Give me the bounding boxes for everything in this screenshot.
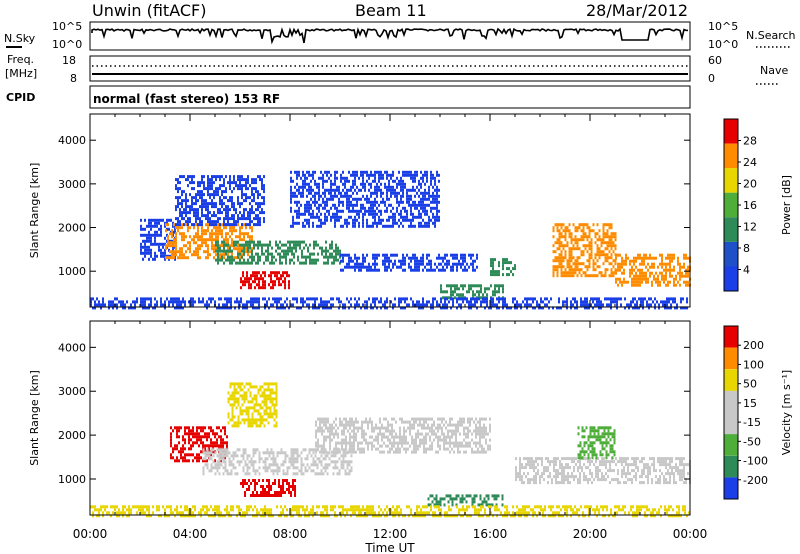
power-echo-region-6 [340,253,478,272]
power-echo-region-4 [240,271,290,290]
power-colorbar-segment-2 [724,168,738,193]
velocity-colorbar-segment-5 [724,434,738,456]
power-ytick-label-2: 3000 [58,178,86,191]
velocity-frame [89,320,691,516]
power-colorbar-label-2: 20 [743,178,757,191]
power-colorbar-label-6: 4 [743,264,750,277]
nsky-trace [91,27,689,45]
velocity-echo-region-8 [90,505,690,518]
power-colorbar-segment-4 [724,217,738,242]
nsearch-tick-bottom: 10^0 [708,38,738,51]
x-tick-label-4: 16:00 [473,527,508,541]
velocity-panel: 1000 2000 3000 4000 Slant Range [km] 200 100 50… [28,320,793,518]
x-tick-label-3: 12:00 [373,527,408,541]
velocity-colorbar-label-4: -15 [743,416,761,429]
power-echo-region-2 [175,175,265,227]
freq-tick-top: 18 [62,54,76,67]
velocity-colorbar-label-5: -50 [743,435,761,448]
nsky-panel [89,21,691,51]
power-ytick-label-1: 2000 [58,222,86,235]
power-echo-region-11 [90,297,688,310]
velocity-colorbar-segment-7 [724,477,738,499]
x-tick-label-6: 00:00 [673,527,708,541]
velocity-colorbar-frame [723,325,739,500]
velocity-colorbar-label-6: -100 [743,455,768,468]
power-colorbar-segment-6 [724,266,738,291]
velocity-echo-region-3 [227,382,278,428]
velocity-colorbar-segment-0 [724,326,738,348]
nsky-tick-bottom: 10^0 [52,38,82,51]
power-colorbar-segment-3 [724,192,738,218]
power-echo-region-0 [140,218,176,261]
nsky-label: N.Sky [4,32,36,45]
velocity-ytick-label-3: 4000 [58,341,86,354]
velocity-colorbar-segment-2 [724,369,738,391]
power-echo-region-5 [290,170,440,228]
velocity-colorbar-segment-4 [724,412,738,435]
velocity-colorbar-segment-1 [724,347,738,370]
freq-panel [89,55,691,82]
velocity-echo-region-6 [515,457,691,485]
power-ylabel: Slant Range [km] [28,163,41,259]
power-echo-region-1 [165,223,253,260]
velocity-colorbar-label-0: 200 [743,339,764,352]
cpid-panel [89,85,691,109]
x-tick-label-1: 04:00 [173,527,208,541]
freq-unit: [MHz] [5,67,37,80]
power-colorbar-label-3: 16 [743,199,757,212]
power-echo-region-3 [215,240,341,265]
nsky-tick-top: 10^5 [52,20,82,33]
station-title: Unwin (fitACF) [92,1,206,20]
power-echo-region-8 [490,258,516,277]
velocity-ytick-label-1: 2000 [58,429,86,442]
velocity-echo-region-7 [577,426,616,460]
velocity-ytick-label-2: 3000 [58,385,86,398]
cpid-text: normal (fast stereo) 153 RF [93,92,280,106]
nsearch-tick-top: 10^5 [708,20,738,33]
velocity-colorbar-label-2: 50 [743,378,757,391]
velocity-colorbar-segment-3 [724,390,738,413]
velocity-colorbar-label-3: 15 [743,397,757,410]
x-axis-title: Time UT [364,541,415,554]
freq-label: Freq. [7,53,34,66]
velocity-colorbar-label-1: 100 [743,358,764,371]
power-ytick-label-0: 1000 [58,265,86,278]
velocity-echo-region-5 [427,494,504,507]
power-colorbar-label-4: 12 [743,221,757,234]
power-echo-region-7 [440,284,504,300]
power-panel: 1000 2000 3000 4000 Slant Range [km] 28 24 20 16… [28,113,793,310]
beam-title: Beam 11 [355,1,427,20]
velocity-echo-region-2 [240,479,296,497]
velocity-ytick-label-0: 1000 [58,473,86,486]
velocity-echo-region-4 [315,417,491,454]
power-colorbar-label-1: 24 [743,156,757,169]
x-tick-label-5: 20:00 [573,527,608,541]
nave-tick-bottom: 0 [708,72,715,85]
date-title: 28/Mar/2012 [586,1,688,20]
power-colorbar-title: Power [dB] [780,175,793,235]
power-colorbar-segment-1 [724,143,738,169]
velocity-colorbar-title: Velocity [m s⁻¹] [780,370,793,455]
x-tick-label-2: 08:00 [273,527,308,541]
power-colorbar-segment-0 [724,119,738,144]
velocity-echo-region-1 [202,448,353,476]
freq-tick-bottom: 8 [70,72,77,85]
power-ytick-label-3: 4000 [58,134,86,147]
power-colorbar-segment-5 [724,241,738,267]
power-echo-region-10 [615,253,691,287]
x-tick-label-0: 00:00 [73,527,108,541]
power-colorbar-label-0: 28 [743,135,757,148]
velocity-ylabel: Slant Range [km] [28,370,41,466]
velocity-colorbar-segment-6 [724,455,738,478]
cpid-label: CPID [6,91,35,104]
velocity-colorbar-label-7: -200 [743,474,768,487]
nave-tick-top: 60 [708,54,722,67]
power-colorbar-label-5: 8 [743,242,750,255]
time-axis-labels: 00:00 04:00 08:00 12:00 16:00 20:00 00:00 [73,527,708,541]
power-echo-region-9 [552,223,617,278]
nave-label: Nave [760,64,788,77]
nsearch-label: N.Search [746,29,796,42]
